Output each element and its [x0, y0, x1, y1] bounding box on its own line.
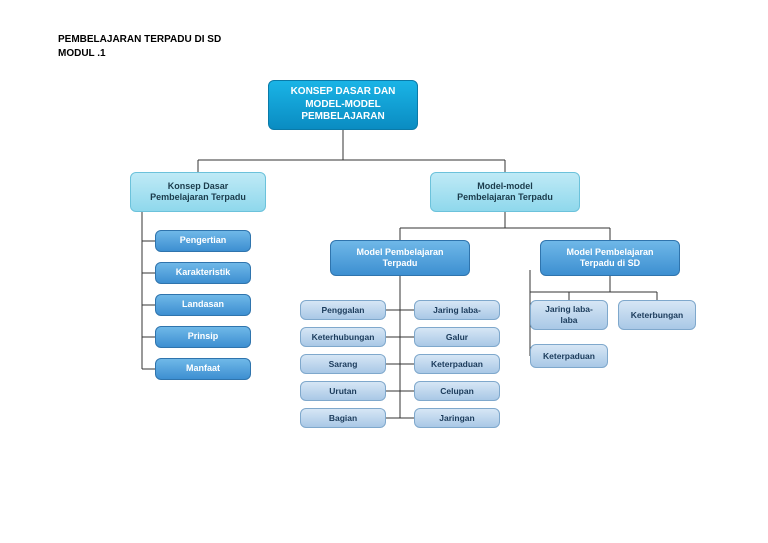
node-b1_l3: Sarang — [300, 354, 386, 374]
node-a_pengertian: Pengertian — [155, 230, 251, 252]
node-b2_1: Jaring laba- laba — [530, 300, 608, 330]
node-a_landasan: Landasan — [155, 294, 251, 316]
node-b2_2: Keterbungan — [618, 300, 696, 330]
node-a_prinsip: Prinsip — [155, 326, 251, 348]
node-b1: Model Pembelajaran Terpadu — [330, 240, 470, 276]
node-b1_l4: Urutan — [300, 381, 386, 401]
node-b2_3: Keterpaduan — [530, 344, 608, 368]
node-b1_l5: Bagian — [300, 408, 386, 428]
node-a_manfaat: Manfaat — [155, 358, 251, 380]
node-b1_r2: Galur — [414, 327, 500, 347]
page-title-1: PEMBELAJARAN TERPADU DI SD — [58, 34, 221, 45]
node-a_karakteristik: Karakteristik — [155, 262, 251, 284]
node-b1_r3: Keterpaduan — [414, 354, 500, 374]
page-title-2: MODUL .1 — [58, 48, 106, 59]
node-b1_l1: Penggalan — [300, 300, 386, 320]
node-b1_l2: Keterhubungan — [300, 327, 386, 347]
node-b1_r4: Celupan — [414, 381, 500, 401]
node-b1_r5: Jaringan — [414, 408, 500, 428]
node-root: KONSEP DASAR DAN MODEL-MODEL PEMBELAJARA… — [268, 80, 418, 130]
node-b2: Model Pembelajaran Terpadu di SD — [540, 240, 680, 276]
node-l2a: Konsep Dasar Pembelajaran Terpadu — [130, 172, 266, 212]
node-b1_r1: Jaring laba- — [414, 300, 500, 320]
node-l2b: Model-model Pembelajaran Terpadu — [430, 172, 580, 212]
